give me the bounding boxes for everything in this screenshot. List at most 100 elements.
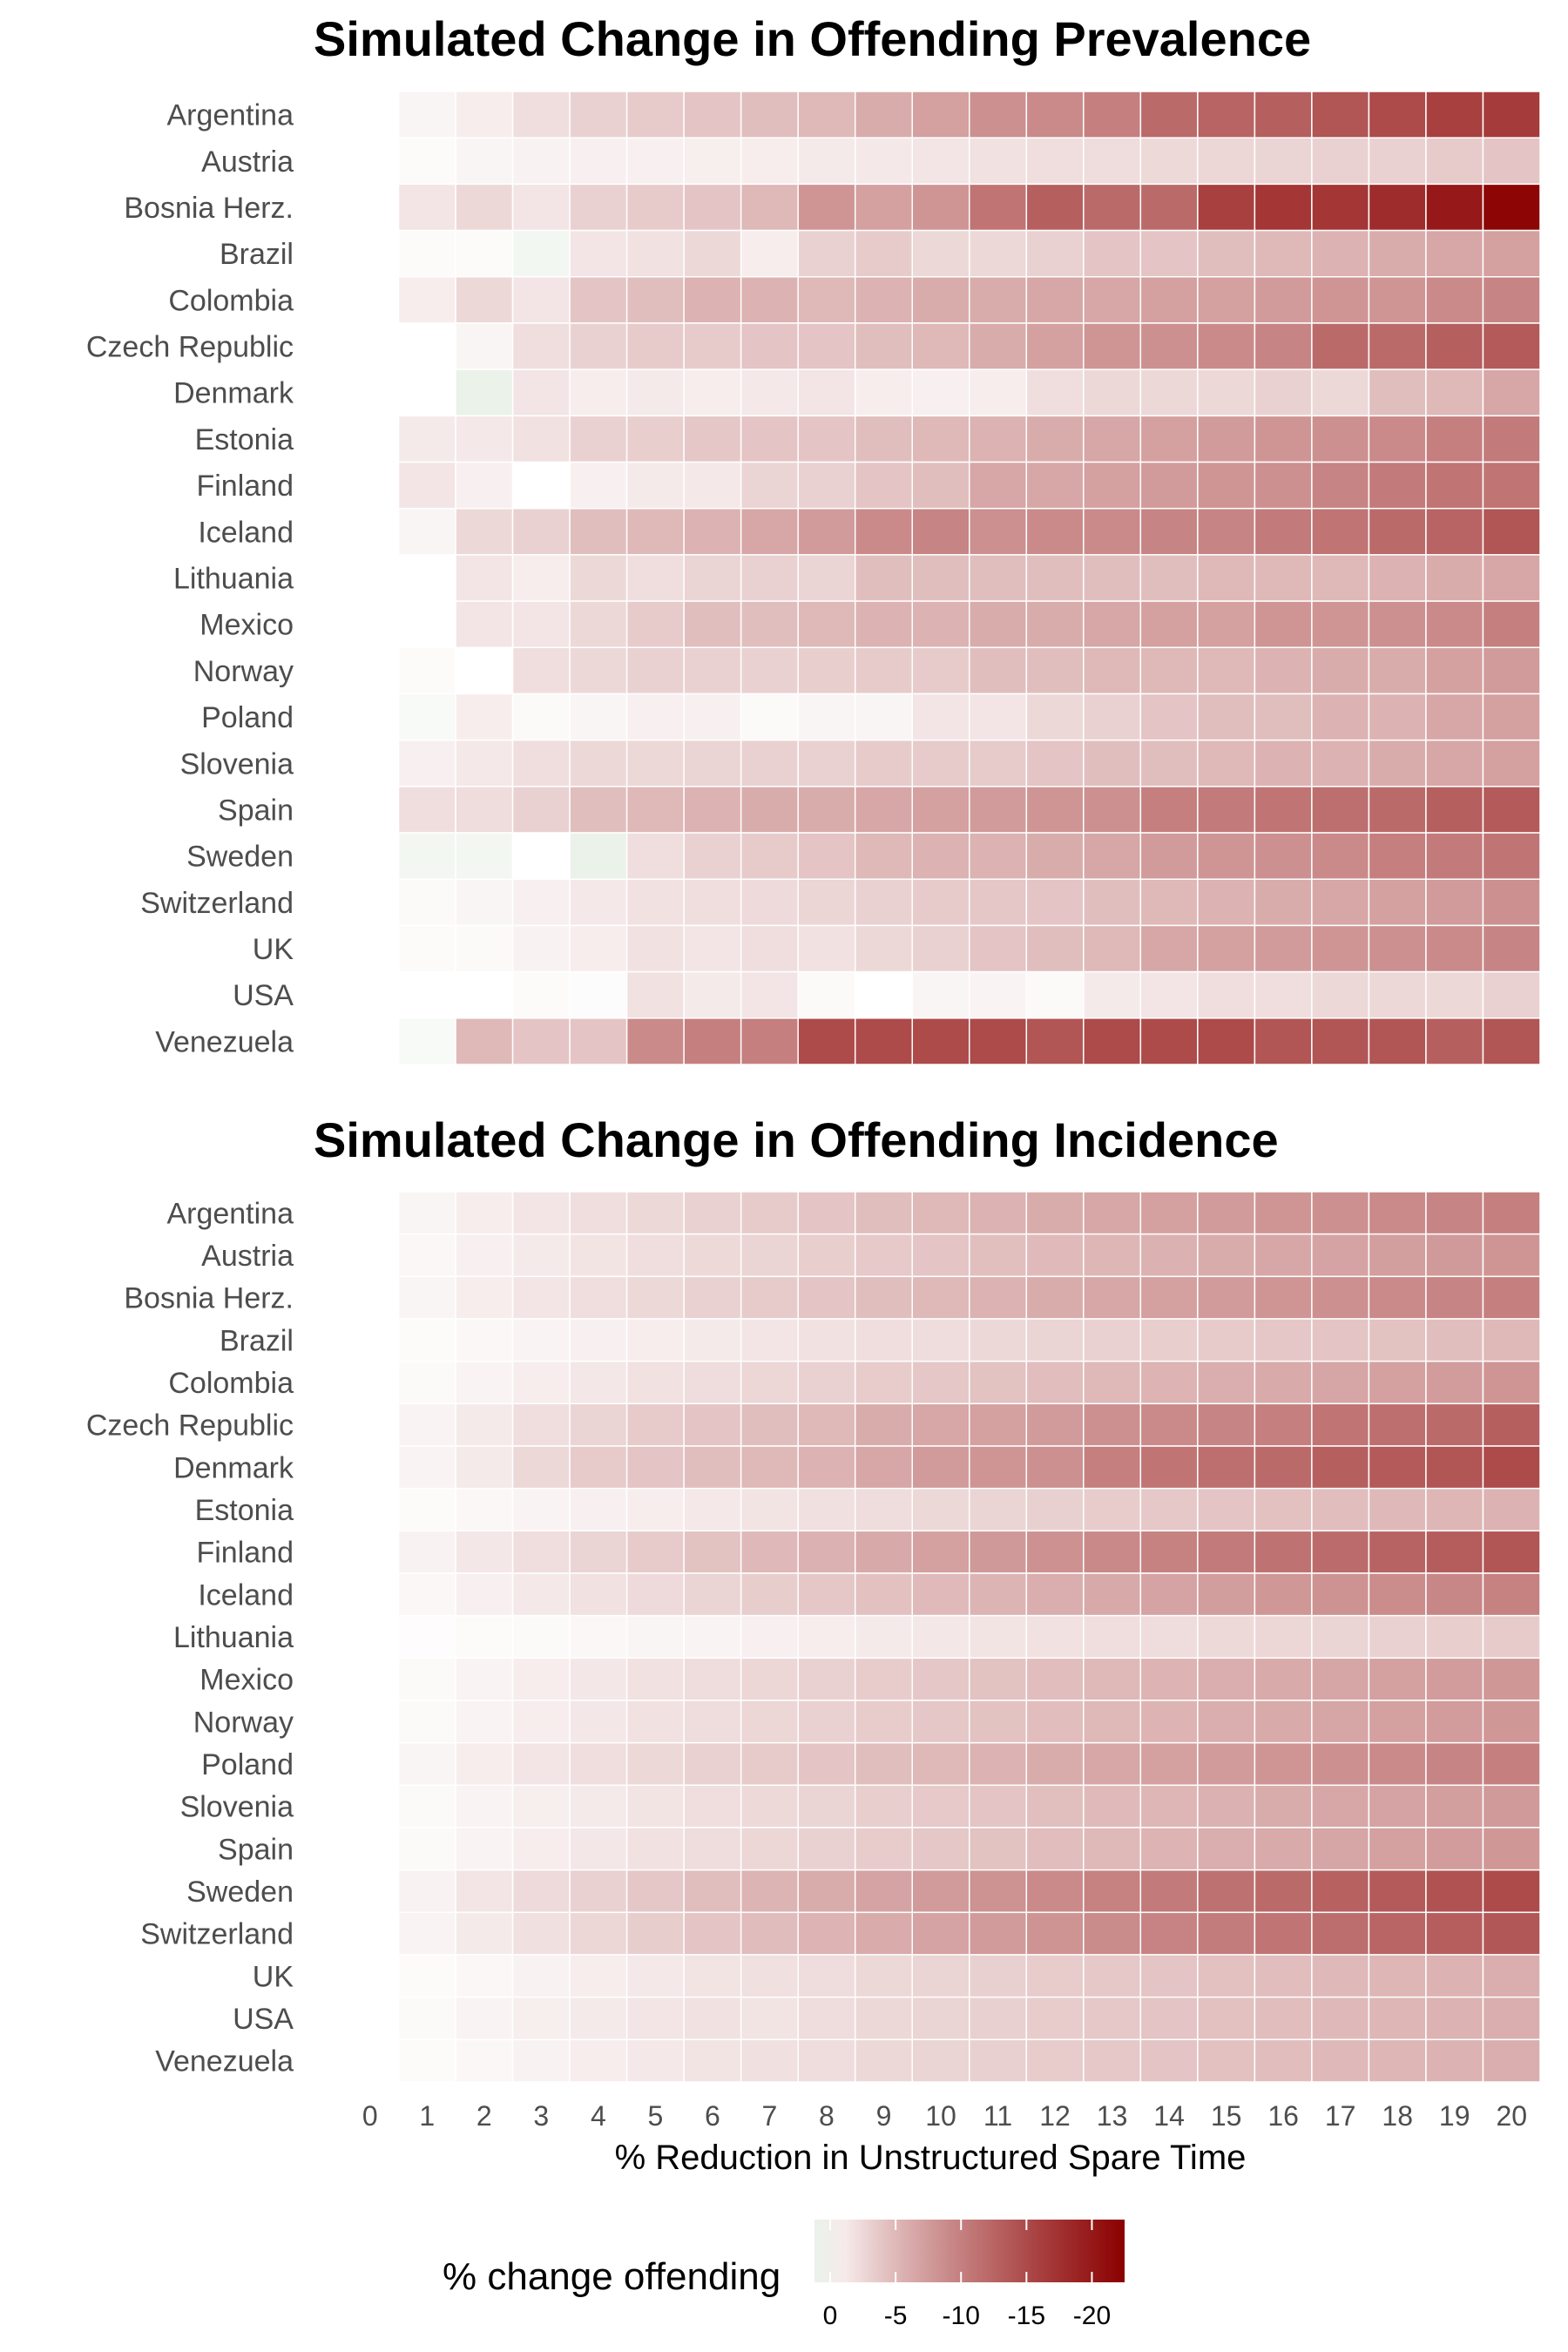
heatmap-cell <box>1254 646 1313 695</box>
heatmap-cell <box>569 368 628 417</box>
heatmap-cell <box>455 1954 514 1998</box>
heatmap-cell <box>740 1487 799 1532</box>
heatmap-cell <box>397 1487 456 1532</box>
heatmap-cell <box>625 1191 685 1235</box>
heatmap-cell <box>397 600 456 649</box>
heatmap-cell <box>740 646 799 695</box>
heatmap-cell <box>1482 554 1541 602</box>
heatmap-cell <box>511 2038 571 2083</box>
heatmap-cell <box>797 1996 856 2041</box>
heatmap-cell <box>1425 507 1484 556</box>
heatmap-cell <box>969 786 1028 834</box>
heatmap-cell <box>969 1360 1028 1405</box>
heatmap-cell <box>1197 229 1256 278</box>
heatmap-cell <box>911 1191 970 1235</box>
heatmap-cell <box>854 322 913 370</box>
heatmap-cell <box>1425 1572 1484 1617</box>
heatmap-cell <box>625 415 685 463</box>
heatmap-cell <box>1197 322 1256 370</box>
heatmap-cell <box>1139 1445 1199 1490</box>
heatmap-cell <box>455 878 514 927</box>
heatmap-cell <box>1311 368 1370 417</box>
heatmap-cell <box>683 1911 742 1956</box>
heatmap-cell <box>683 739 742 787</box>
heatmap-cell <box>1368 507 1427 556</box>
heatmap-cell <box>1083 739 1142 787</box>
heatmap-cell <box>1311 137 1370 186</box>
heatmap-cell <box>683 1487 742 1532</box>
heatmap-cell <box>797 1530 856 1574</box>
heatmap-cell <box>854 1954 913 1998</box>
heatmap-cell <box>1254 229 1313 278</box>
heatmap-cell <box>1139 415 1199 463</box>
row-label: Estonia <box>195 423 294 456</box>
heatmap-cell <box>1139 1191 1199 1235</box>
heatmap-cell <box>511 368 571 417</box>
heatmap-cell <box>969 1445 1028 1490</box>
heatmap-cell <box>797 368 856 417</box>
heatmap-cell <box>911 1402 970 1447</box>
heatmap-cell <box>969 2038 1028 2083</box>
heatmap-cell <box>1368 600 1427 649</box>
heatmap-cell <box>1139 507 1199 556</box>
heatmap-cell <box>740 1530 799 1574</box>
heatmap-cell <box>1025 137 1085 186</box>
heatmap-cell <box>1197 786 1256 834</box>
heatmap-cell <box>397 739 456 787</box>
heatmap-cell <box>1025 739 1085 787</box>
heatmap-cell <box>569 1275 628 1320</box>
heatmap-cell <box>569 1191 628 1235</box>
heatmap-cell <box>569 91 628 139</box>
heatmap-cell <box>854 786 913 834</box>
heatmap-cell <box>911 507 970 556</box>
heatmap-cell <box>397 1996 456 2041</box>
heatmap-cell <box>740 970 799 1019</box>
heatmap-cell <box>455 276 514 324</box>
heatmap-cell <box>1083 507 1142 556</box>
heatmap-cell <box>1425 461 1484 510</box>
heatmap-cell <box>1197 1017 1256 1065</box>
heatmap-cell <box>455 507 514 556</box>
heatmap-cell <box>1368 1954 1427 1998</box>
heatmap-cell <box>569 1784 628 1828</box>
heatmap-cell <box>1139 1657 1199 1701</box>
heatmap-cell <box>1083 1275 1142 1320</box>
heatmap-cell <box>1254 693 1313 741</box>
heatmap-cell <box>1083 1996 1142 2041</box>
heatmap-cell <box>397 878 456 927</box>
heatmap-cell <box>455 229 514 278</box>
heatmap-cell <box>1254 739 1313 787</box>
heatmap-cell <box>1197 1954 1256 1998</box>
heatmap-cell <box>1197 739 1256 787</box>
heatmap-cell <box>1311 1017 1370 1065</box>
heatmap-cell <box>740 1700 799 1744</box>
heatmap-cell <box>1368 646 1427 695</box>
heatmap-cell <box>511 878 571 927</box>
heatmap-cell <box>625 878 685 927</box>
heatmap-cell <box>797 739 856 787</box>
heatmap-cell <box>683 1275 742 1320</box>
heatmap-cell <box>1425 1017 1484 1065</box>
heatmap-cell <box>1139 183 1199 232</box>
x-axis: 0 1 2 3 4 5 6 7 8 9 10 11 12 13 14 15 16 17 18 19 20 <box>362 2100 1527 2132</box>
heatmap-cell <box>1025 1657 1085 1701</box>
heatmap-cell <box>397 693 456 741</box>
heatmap-cell <box>740 1360 799 1405</box>
heatmap-cell <box>1254 368 1313 417</box>
heatmap-cell <box>1311 1657 1370 1701</box>
heatmap-cell <box>1311 415 1370 463</box>
heatmap-cell <box>1425 600 1484 649</box>
heatmap-cell <box>797 137 856 186</box>
heatmap-cell <box>1425 1784 1484 1828</box>
heatmap-cell <box>1368 183 1427 232</box>
heatmap-cell <box>569 646 628 695</box>
heatmap-cell <box>1083 878 1142 927</box>
heatmap-cell <box>511 229 571 278</box>
heatmap-cell <box>854 924 913 973</box>
x-tick-label: 6 <box>705 2100 720 2132</box>
heatmap-cell <box>911 970 970 1019</box>
heatmap-cell <box>740 507 799 556</box>
heatmap-cell <box>969 1911 1028 1956</box>
heatmap-cell <box>569 832 628 880</box>
heatmap-cell <box>1425 1191 1484 1235</box>
